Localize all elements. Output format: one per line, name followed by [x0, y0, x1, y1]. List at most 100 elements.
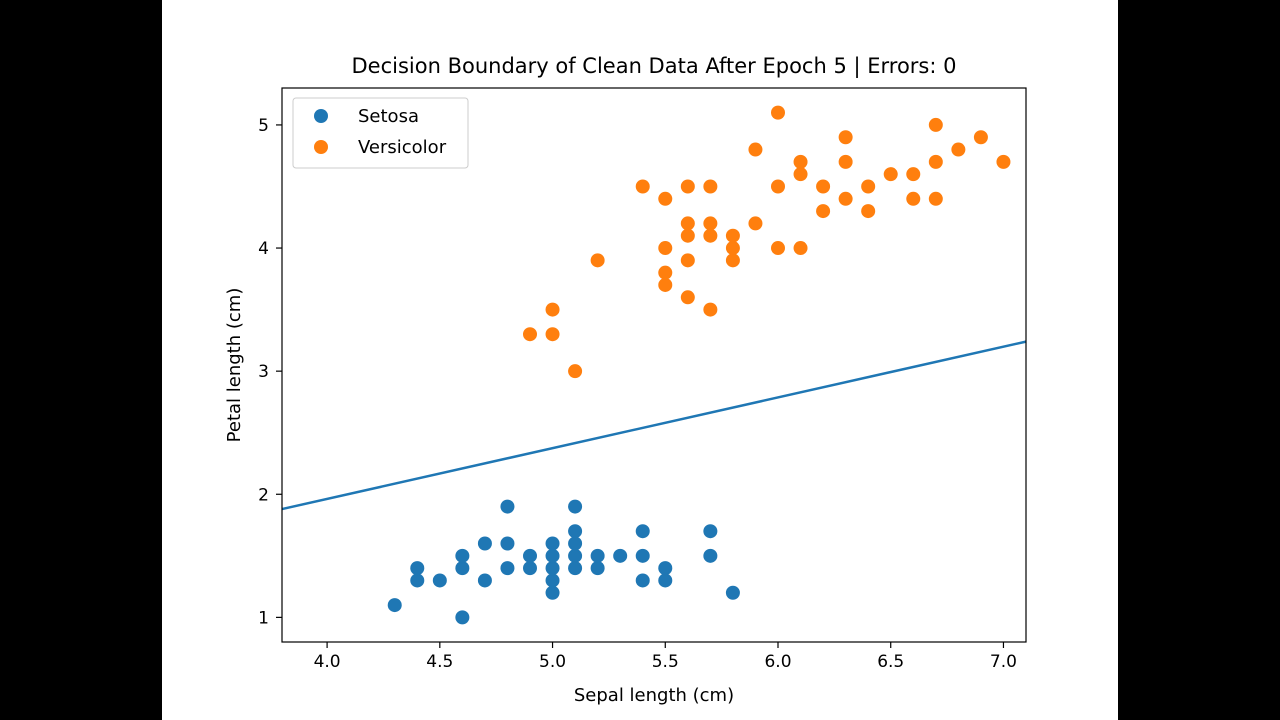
versicolor-point	[838, 130, 853, 145]
setosa-point	[635, 548, 650, 563]
versicolor-point	[793, 167, 808, 182]
y-tick-label: 3	[258, 362, 269, 382]
legend-box	[292, 97, 469, 169]
x-tick-label: 4.0	[314, 652, 341, 672]
versicolor-point	[973, 130, 988, 145]
setosa-point	[590, 561, 605, 576]
series-setosa	[387, 499, 740, 625]
setosa-point	[658, 561, 673, 576]
setosa-point	[455, 548, 470, 563]
setosa-point	[545, 585, 560, 600]
versicolor-point	[703, 216, 718, 231]
scatter-chart: 4.0 4.5 5.0 5.5 6.0 6.5 7.0 1 2 3 4 5 Decision Bou…	[224, 54, 1027, 706]
versicolor-point	[523, 327, 537, 342]
versicolor-point	[703, 228, 718, 243]
versicolor-point	[658, 277, 673, 292]
setosa-point	[477, 536, 492, 551]
versicolor-point	[725, 241, 740, 256]
plot-frame	[281, 87, 1027, 643]
setosa-point	[432, 573, 447, 588]
setosa-point	[500, 536, 515, 551]
versicolor-point	[680, 216, 695, 231]
setosa-point	[500, 499, 515, 514]
legend-label-setosa: Setosa	[358, 106, 419, 127]
plot-area	[282, 88, 1026, 642]
setosa-point	[545, 561, 560, 576]
versicolor-point	[568, 364, 583, 379]
setosa-point	[568, 499, 583, 514]
legend: Setosa Versicolor	[292, 97, 469, 169]
versicolor-point	[838, 191, 853, 206]
setosa-point	[635, 573, 650, 588]
y-axis-label: Petal length (cm)	[224, 288, 245, 443]
series-versicolor	[523, 105, 1011, 379]
versicolor-point	[725, 253, 740, 268]
versicolor-point	[906, 191, 921, 206]
versicolor-point	[590, 253, 605, 268]
x-tick-label: 4.5	[426, 652, 453, 672]
versicolor-point	[703, 302, 718, 317]
setosa-point	[568, 548, 583, 563]
x-tick-label: 5.0	[539, 652, 566, 672]
versicolor-point	[545, 302, 560, 317]
setosa-point	[387, 598, 402, 613]
setosa-point	[500, 561, 515, 576]
setosa-point	[568, 561, 583, 576]
decision-boundary-line	[281, 340, 1027, 511]
versicolor-point	[748, 216, 763, 231]
setosa-point	[703, 548, 718, 563]
versicolor-point	[906, 167, 921, 182]
setosa-point	[703, 524, 718, 539]
setosa-point	[545, 536, 560, 551]
legend-marker-setosa	[314, 109, 328, 123]
figure-canvas: 4.0 4.5 5.0 5.5 6.0 6.5 7.0 1 2 3 4 5 Decision Bou…	[162, 0, 1118, 720]
setosa-point	[455, 561, 470, 576]
versicolor-point	[658, 265, 673, 280]
x-tick-label: 6.5	[877, 652, 904, 672]
setosa-point	[455, 610, 470, 625]
versicolor-point	[771, 241, 785, 256]
versicolor-point	[883, 167, 898, 182]
legend-label-versicolor: Versicolor	[358, 137, 447, 158]
versicolor-point	[680, 228, 695, 243]
setosa-point	[410, 573, 425, 588]
versicolor-point	[928, 117, 943, 132]
y-tick-label: 2	[258, 485, 269, 505]
x-tick-label: 7.0	[990, 652, 1017, 672]
setosa-point	[635, 524, 650, 539]
setosa-point	[658, 573, 673, 588]
versicolor-point	[748, 142, 763, 157]
setosa-point	[613, 548, 628, 563]
versicolor-point	[793, 154, 808, 169]
legend-marker-versicolor	[314, 140, 328, 154]
versicolor-point	[861, 204, 876, 219]
setosa-point	[590, 548, 605, 563]
versicolor-point	[793, 241, 808, 256]
setosa-point	[725, 585, 740, 600]
versicolor-point	[703, 179, 718, 194]
versicolor-point	[680, 290, 695, 305]
y-tick-label: 5	[258, 116, 269, 136]
y-tick-label: 4	[258, 239, 269, 259]
versicolor-point	[816, 204, 831, 219]
setosa-point	[410, 561, 425, 576]
x-tick-label: 5.5	[652, 652, 679, 672]
versicolor-point	[838, 154, 853, 169]
setosa-point	[477, 573, 492, 588]
versicolor-point	[680, 179, 695, 194]
versicolor-point	[771, 105, 785, 120]
setosa-point	[523, 561, 537, 576]
chart-title: Decision Boundary of Clean Data After Ep…	[351, 54, 956, 79]
versicolor-point	[928, 154, 943, 169]
y-tick-label: 1	[258, 608, 269, 628]
x-tick-label: 6.0	[764, 652, 791, 672]
versicolor-point	[951, 142, 966, 157]
versicolor-point	[725, 228, 740, 243]
versicolor-point	[996, 154, 1011, 169]
versicolor-point	[928, 191, 943, 206]
setosa-point	[523, 548, 537, 563]
versicolor-point	[658, 191, 673, 206]
setosa-point	[545, 548, 560, 563]
setosa-point	[568, 524, 583, 539]
setosa-point	[568, 536, 583, 551]
